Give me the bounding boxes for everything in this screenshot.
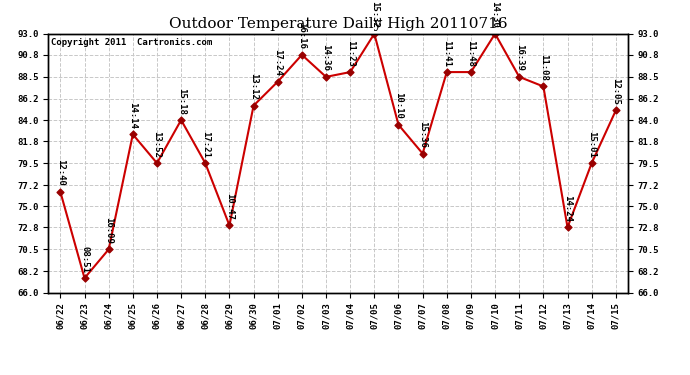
- Point: [514, 74, 525, 80]
- Point: [442, 69, 453, 75]
- Point: [538, 84, 549, 90]
- Text: 13:52: 13:52: [152, 131, 161, 158]
- Point: [490, 31, 501, 37]
- Text: 11:23: 11:23: [346, 40, 355, 66]
- Point: [417, 150, 428, 156]
- Text: 15:01: 15:01: [587, 131, 596, 158]
- Point: [345, 69, 356, 75]
- Text: 17:24: 17:24: [273, 49, 282, 76]
- Point: [466, 69, 477, 75]
- Point: [321, 74, 332, 80]
- Text: 15:18: 15:18: [177, 88, 186, 114]
- Text: 11:41: 11:41: [442, 40, 451, 66]
- Text: Copyright 2011  Cartronics.com: Copyright 2011 Cartronics.com: [51, 38, 213, 46]
- Text: 16:39: 16:39: [515, 45, 524, 71]
- Text: 14:14: 14:14: [128, 102, 137, 129]
- Text: 11:08: 11:08: [539, 54, 548, 81]
- Point: [586, 160, 598, 166]
- Text: 16:09: 16:09: [104, 217, 113, 244]
- Point: [79, 275, 90, 281]
- Point: [152, 160, 163, 166]
- Text: 12:05: 12:05: [611, 78, 620, 105]
- Text: 14:36: 14:36: [322, 45, 331, 71]
- Point: [176, 117, 187, 123]
- Text: 16:16: 16:16: [297, 22, 306, 49]
- Text: 10:47: 10:47: [225, 193, 234, 220]
- Point: [393, 122, 404, 128]
- Text: 17:21: 17:21: [201, 131, 210, 158]
- Text: 14:30: 14:30: [491, 2, 500, 28]
- Point: [248, 103, 259, 109]
- Text: 12:40: 12:40: [56, 159, 65, 186]
- Text: 14:24: 14:24: [563, 195, 572, 222]
- Point: [200, 160, 211, 166]
- Point: [128, 131, 139, 137]
- Title: Outdoor Temperature Daily High 20110716: Outdoor Temperature Daily High 20110716: [169, 17, 507, 31]
- Text: 10:10: 10:10: [394, 92, 403, 119]
- Point: [562, 224, 573, 230]
- Text: 15:32: 15:32: [370, 2, 379, 28]
- Point: [104, 246, 115, 252]
- Point: [297, 52, 308, 58]
- Text: 15:36: 15:36: [418, 121, 427, 148]
- Text: 13:12: 13:12: [249, 73, 258, 100]
- Text: 08:51: 08:51: [80, 246, 89, 273]
- Point: [55, 189, 66, 195]
- Point: [224, 222, 235, 228]
- Point: [369, 31, 380, 37]
- Text: 11:48: 11:48: [466, 40, 475, 66]
- Point: [273, 79, 284, 85]
- Point: [611, 107, 622, 113]
